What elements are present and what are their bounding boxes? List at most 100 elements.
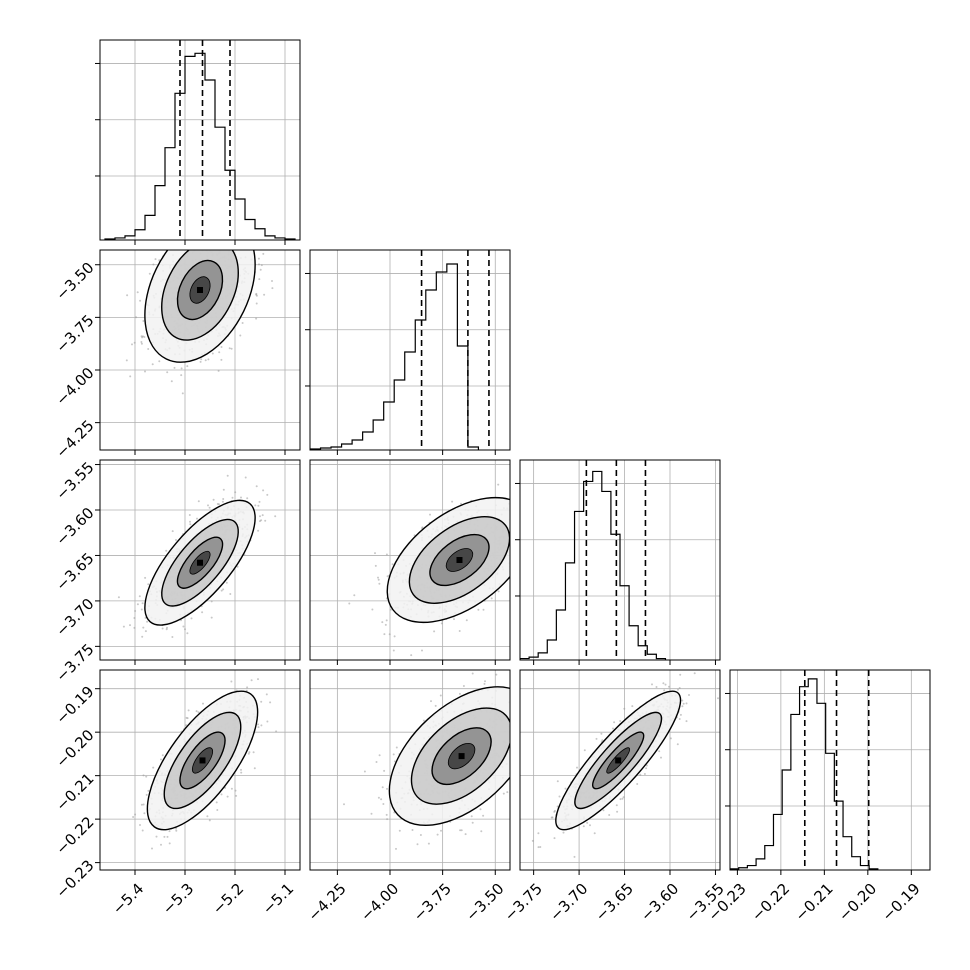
scatter-point bbox=[255, 294, 258, 297]
scatter-point bbox=[536, 504, 538, 506]
scatter-point bbox=[515, 517, 517, 519]
scatter-point bbox=[688, 694, 690, 696]
density-peak bbox=[458, 753, 465, 760]
scatter-point bbox=[255, 317, 258, 320]
panel-frame bbox=[519, 669, 721, 871]
scatter-point bbox=[206, 235, 208, 237]
scatter-point bbox=[122, 625, 125, 628]
scatter-point bbox=[440, 622, 443, 625]
scatter-point bbox=[207, 231, 209, 233]
scatter-point bbox=[175, 539, 177, 541]
scatter-content bbox=[125, 228, 281, 395]
scatter-point bbox=[586, 821, 589, 824]
scatter-point bbox=[660, 756, 662, 759]
scatter-point bbox=[384, 623, 387, 626]
scatter-point bbox=[636, 783, 639, 785]
scatter-point bbox=[526, 566, 528, 568]
scatter-point bbox=[411, 829, 414, 831]
x-tick-label: −5.1 bbox=[259, 880, 297, 918]
scatter-point bbox=[188, 514, 191, 516]
scatter-point bbox=[200, 358, 203, 361]
scatter-point bbox=[217, 245, 219, 247]
scatter-point bbox=[539, 846, 542, 848]
scatter-point bbox=[470, 815, 473, 818]
scatter-point bbox=[377, 576, 379, 579]
scatter-point bbox=[234, 789, 237, 792]
scatter-point bbox=[685, 667, 687, 669]
scatter-point bbox=[522, 552, 524, 554]
scatter-point bbox=[262, 489, 265, 492]
scatter-point bbox=[421, 649, 423, 652]
scatter-point bbox=[230, 245, 232, 247]
scatter-point bbox=[419, 834, 422, 836]
scatter-point bbox=[383, 769, 386, 772]
scatter-point bbox=[236, 565, 239, 568]
scatter-point bbox=[662, 682, 665, 685]
panel-frame bbox=[309, 249, 511, 451]
scatter-point bbox=[129, 375, 132, 378]
scatter-point bbox=[615, 804, 618, 807]
y-tick-label: −3.50 bbox=[52, 259, 97, 304]
y-tick-label: −3.65 bbox=[52, 549, 97, 594]
scatter-point bbox=[621, 797, 624, 800]
scatter-point bbox=[133, 341, 136, 344]
scatter-point bbox=[600, 732, 603, 735]
scatter-point bbox=[161, 627, 164, 630]
scatter-point bbox=[513, 742, 515, 744]
scatter-panel-1-2 bbox=[309, 459, 539, 665]
scatter-point bbox=[531, 839, 534, 842]
scatter-point bbox=[393, 760, 396, 763]
scatter-point bbox=[240, 771, 243, 774]
scatter-point bbox=[186, 717, 189, 720]
scatter-point bbox=[645, 767, 648, 770]
scatter-point bbox=[523, 651, 525, 653]
scatter-point bbox=[522, 533, 524, 535]
scatter-point bbox=[555, 708, 557, 710]
scatter-point bbox=[144, 576, 147, 579]
scatter-point bbox=[208, 248, 210, 250]
scatter-point bbox=[134, 610, 137, 612]
scatter-point bbox=[239, 237, 241, 239]
scatter-point bbox=[536, 536, 538, 538]
y-tick-label: −3.60 bbox=[52, 504, 97, 549]
scatter-point bbox=[250, 663, 252, 665]
scatter-point bbox=[537, 846, 540, 849]
x-tick-labels: −5.4 −5.3 −5.2 −5.1 −4.25 −4.00 −3.75 −3.50−3.7… bbox=[109, 880, 924, 925]
scatter-point bbox=[664, 683, 667, 686]
scatter-point bbox=[537, 549, 539, 551]
scatter-point bbox=[266, 720, 269, 723]
x-tick-label: −3.60 bbox=[637, 880, 682, 925]
scatter-point bbox=[243, 237, 245, 239]
hist-panel-2 bbox=[515, 459, 721, 665]
scatter-point bbox=[216, 503, 219, 505]
scatter-point bbox=[259, 515, 261, 518]
scatter-point bbox=[166, 626, 168, 629]
scatter-point bbox=[136, 291, 139, 294]
density-peak bbox=[197, 287, 203, 293]
scatter-point bbox=[142, 626, 145, 629]
scatter-point bbox=[374, 564, 377, 567]
scatter-point bbox=[395, 847, 397, 850]
scatter-point bbox=[200, 231, 202, 233]
scatter-point bbox=[386, 575, 389, 578]
scatter-point bbox=[613, 721, 616, 724]
scatter-point bbox=[353, 594, 356, 597]
scatter-point bbox=[682, 702, 685, 705]
scatter-point bbox=[165, 628, 168, 631]
scatter-point bbox=[147, 583, 150, 586]
scatter-point bbox=[260, 700, 263, 703]
histogram-line bbox=[310, 263, 480, 450]
y-tick-label: −3.55 bbox=[52, 458, 97, 503]
scatter-point bbox=[676, 743, 679, 746]
scatter-point bbox=[258, 500, 261, 503]
scatter-panel-0-2 bbox=[95, 459, 301, 665]
scatter-point bbox=[386, 787, 388, 790]
hist-panel-0 bbox=[95, 39, 301, 245]
scatter-point bbox=[241, 322, 244, 324]
scatter-point bbox=[232, 228, 234, 230]
scatter-point bbox=[257, 678, 259, 681]
scatter-point bbox=[525, 748, 527, 750]
y-tick-label: −0.21 bbox=[52, 769, 97, 814]
scatter-point bbox=[538, 757, 540, 759]
scatter-point bbox=[517, 577, 519, 579]
